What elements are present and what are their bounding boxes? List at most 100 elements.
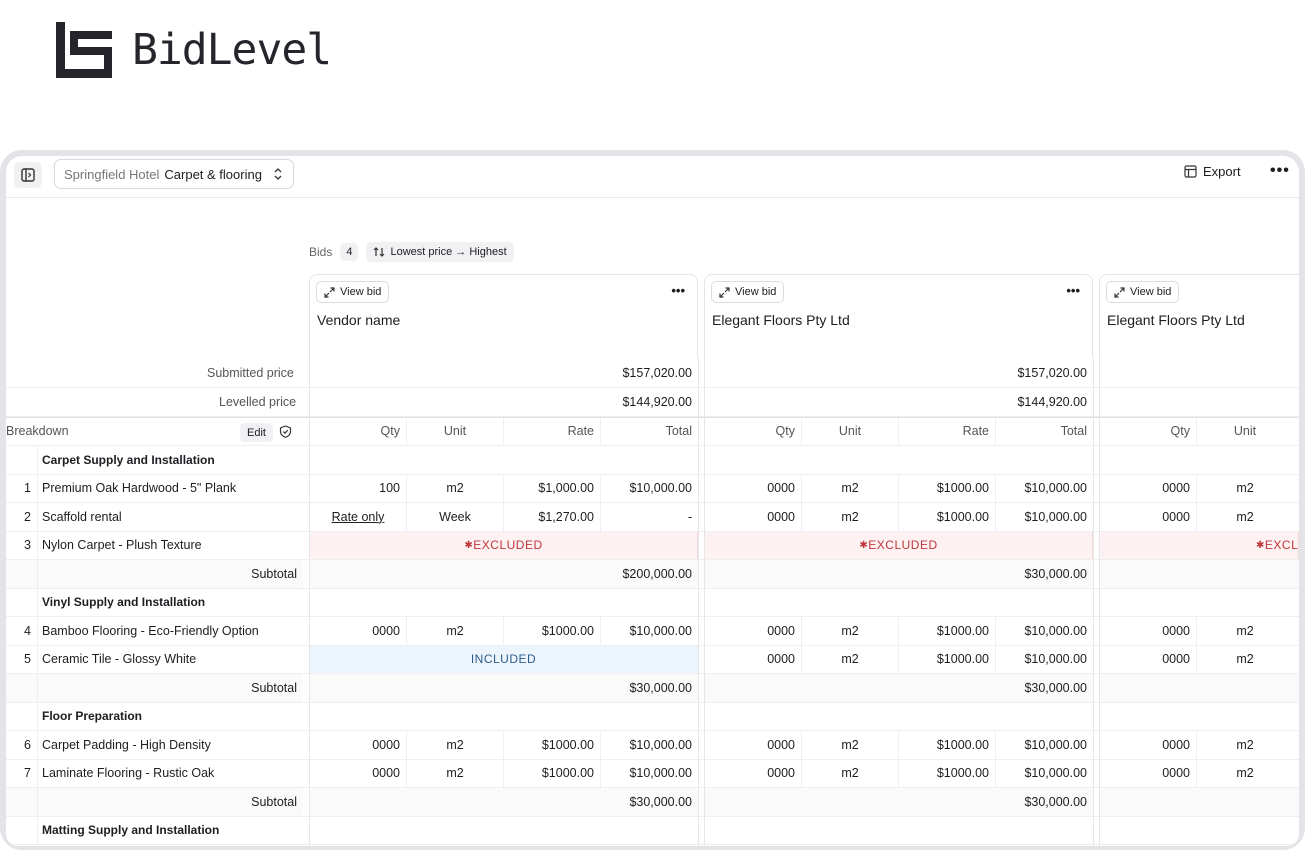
column-gap bbox=[1093, 674, 1099, 702]
cell-rate: $1000.00 bbox=[898, 617, 995, 645]
table-row: 2 Scaffold rental Rate only Week $1,270.00-0… bbox=[6, 503, 1299, 532]
cell-unit: m2 bbox=[1196, 731, 1293, 759]
expand-icon bbox=[719, 286, 730, 298]
cell-unit: m2 bbox=[801, 731, 898, 759]
levelled-price-label: Levelled price bbox=[219, 395, 297, 409]
column-gap bbox=[1093, 446, 1099, 474]
cell-total: $10,000.00 bbox=[600, 731, 698, 759]
subtotal-row: Subtotal $30,000.00 $30,000.00 bbox=[6, 788, 1299, 817]
asterisk-icon: ✱ bbox=[859, 539, 869, 551]
table-row: 7 Laminate Flooring - Rustic Oak 0000 m2 $10… bbox=[6, 759, 1299, 788]
cell-total: $10,000.00 bbox=[995, 759, 1093, 787]
table-row: 1 Premium Oak Hardwood - 5" Plank 100 m2 $1,… bbox=[6, 474, 1299, 503]
column-gap bbox=[1093, 388, 1099, 416]
subtotal-value: $30,000.00 bbox=[309, 788, 698, 816]
row-number: 4 bbox=[24, 623, 31, 638]
cell-unit: Week bbox=[406, 503, 503, 531]
section-row: Vinyl Supply and Installation bbox=[6, 588, 1299, 617]
cell-qty: 0000 bbox=[704, 645, 801, 673]
column-gap bbox=[303, 474, 309, 502]
view-bid-button[interactable]: View bid bbox=[316, 281, 390, 303]
sidebar-icon bbox=[21, 168, 35, 182]
levelled-price-value: $144,920.00 bbox=[309, 388, 698, 416]
cell-qty: 0000 bbox=[309, 731, 406, 759]
cell-total: $10,000.00 bbox=[995, 474, 1093, 502]
submitted-price-row: $157,020.00 $157,020.00 bbox=[6, 359, 1299, 388]
view-bid-button[interactable]: View bid bbox=[711, 281, 785, 303]
edit-button[interactable]: Edit bbox=[240, 423, 273, 442]
view-bid-button[interactable]: View bid bbox=[1106, 281, 1180, 303]
excluded-label: EXCLUDED bbox=[868, 538, 938, 553]
cell-unit: m2 bbox=[1196, 645, 1293, 673]
project-category: Carpet & flooring bbox=[164, 166, 262, 182]
sort-label: Lowest price → Highest bbox=[390, 246, 507, 258]
vendor-name: Vendor name bbox=[317, 312, 401, 328]
cell-qty[interactable]: Rate only bbox=[309, 503, 406, 531]
column-header-qty: Qty bbox=[704, 418, 801, 445]
subtotal-value: $30,000.00 bbox=[309, 674, 698, 702]
row-number: 2 bbox=[24, 509, 31, 524]
cell-qty: 0000 bbox=[704, 503, 801, 531]
subtotal-value: $200,000.00 bbox=[309, 560, 698, 588]
sort-button[interactable]: Lowest price → Highest bbox=[366, 242, 514, 262]
cell-qty: 0000 bbox=[1099, 731, 1196, 759]
column-gap bbox=[303, 816, 309, 844]
section-label: Vinyl Supply and Installation bbox=[37, 588, 303, 616]
column-gap bbox=[698, 588, 704, 616]
vendor-card: View bid ••• Vendor name bbox=[309, 274, 698, 358]
column-gap bbox=[1093, 359, 1099, 387]
project-selector[interactable]: Springfield Hotel Carpet & flooring bbox=[54, 159, 294, 189]
column-gap bbox=[303, 560, 309, 588]
section-row: Matting Supply and Installation bbox=[6, 816, 1299, 845]
item-label: Scaffold rental bbox=[37, 503, 303, 531]
cell-total: $10,000.00 bbox=[995, 503, 1093, 531]
view-bid-label: View bid bbox=[1130, 286, 1172, 298]
cell-qty: 0000 bbox=[1099, 645, 1196, 673]
brand-name: BidLevel bbox=[132, 25, 332, 75]
column-gap bbox=[303, 759, 309, 787]
shield-icon[interactable] bbox=[279, 418, 292, 445]
column-header-rate: Rate bbox=[503, 418, 600, 445]
column-gap bbox=[698, 816, 704, 844]
column-gap bbox=[698, 702, 704, 730]
submitted-price-value: $157,020.00 bbox=[309, 359, 698, 387]
sort-icon bbox=[374, 247, 385, 257]
row-number bbox=[6, 817, 37, 845]
subtotal-value: $30,000.00 bbox=[704, 674, 1093, 702]
item-label: Premium Oak Hardwood - 5" Plank bbox=[37, 474, 303, 502]
column-gap bbox=[1093, 503, 1099, 531]
column-gap bbox=[698, 645, 704, 673]
cell-qty: 0000 bbox=[309, 617, 406, 645]
cell-unit: m2 bbox=[801, 759, 898, 787]
cell-rate: $1000.00 bbox=[898, 503, 995, 531]
column-gap bbox=[303, 588, 309, 616]
vendor-more-button[interactable]: ••• bbox=[1066, 283, 1080, 298]
breakdown-header-row: Breakdown Edit Qty Qty Qty Unit Unit Unit Rate Ra… bbox=[6, 417, 1299, 446]
expand-icon bbox=[324, 286, 335, 298]
sidebar-toggle-button[interactable] bbox=[14, 162, 42, 188]
asterisk-icon: ✱ bbox=[464, 539, 474, 551]
subtotal-value: $30,000.00 bbox=[704, 560, 1093, 588]
cell-qty: 0000 bbox=[1099, 474, 1196, 502]
row-number: 1 bbox=[24, 481, 31, 496]
column-gap bbox=[1093, 588, 1099, 616]
cell-unit: m2 bbox=[801, 503, 898, 531]
brand-logo: BidLevel bbox=[56, 22, 332, 78]
cell-total: $10,000.00 bbox=[995, 731, 1093, 759]
table-row: 6 Carpet Padding - High Density 0000 m2 $100… bbox=[6, 731, 1299, 760]
column-gap bbox=[698, 446, 704, 474]
vendor-more-button[interactable]: ••• bbox=[671, 283, 685, 298]
column-gap bbox=[303, 503, 309, 531]
column-gap bbox=[1093, 731, 1099, 759]
cell-qty: 0000 bbox=[1099, 617, 1196, 645]
cell-unit: m2 bbox=[406, 759, 503, 787]
column-gap bbox=[303, 418, 309, 445]
export-button[interactable]: Export bbox=[1184, 164, 1241, 179]
included-badge: INCLUDED bbox=[309, 645, 698, 673]
table-row: 4 Bamboo Flooring - Eco-Friendly Option 00… bbox=[6, 617, 1299, 646]
more-options-button[interactable]: ••• bbox=[1270, 162, 1290, 179]
column-gap bbox=[1093, 759, 1099, 787]
cell-total: $10,000.00 bbox=[600, 617, 698, 645]
row-number: 5 bbox=[24, 652, 31, 667]
column-gap bbox=[303, 731, 309, 759]
